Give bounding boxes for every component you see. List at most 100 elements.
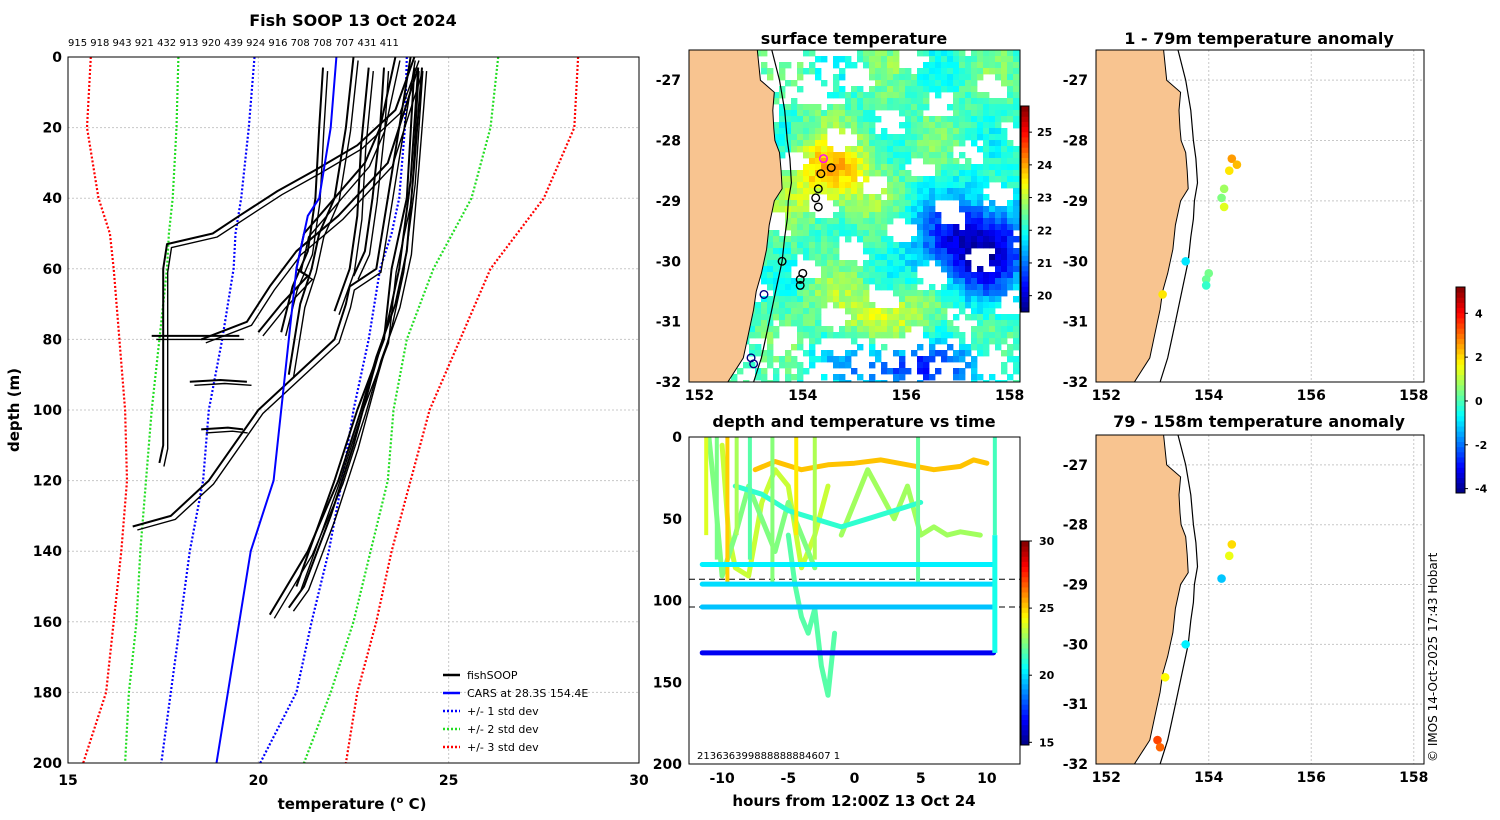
sst-cell: [875, 332, 882, 339]
sst-cell: [785, 272, 792, 279]
sst-cell: [785, 62, 792, 69]
sst-cell: [989, 278, 996, 285]
sst-cell: [971, 194, 978, 201]
sst-cell: [827, 278, 834, 285]
sst-cell: [965, 176, 972, 183]
sst-cell: [851, 164, 858, 171]
sst-cell: [971, 212, 978, 219]
sst-cell: [869, 260, 876, 267]
sst-cell: [875, 116, 882, 123]
sst-cell: [905, 260, 912, 267]
sst-cell: [935, 254, 942, 261]
sst-cell: [821, 374, 828, 381]
anomaly-point: [1217, 193, 1226, 203]
sst-cell: [983, 332, 990, 339]
sst-cell: [989, 212, 996, 219]
colorbar-segment: [1456, 364, 1465, 370]
sst-cell: [863, 218, 870, 225]
anomaly-point: [1158, 290, 1167, 299]
sst-cell: [971, 272, 978, 279]
sst-cell: [857, 212, 864, 219]
colorbar-tick-label: -4: [1475, 483, 1488, 496]
colorbar-segment: [1456, 426, 1465, 432]
sst-cell: [941, 116, 948, 123]
sst-cell: [809, 338, 816, 345]
sst-cell: [971, 362, 978, 369]
sst-cell: [887, 266, 894, 273]
sst-cell: [1001, 314, 1008, 321]
sst-cell: [863, 158, 870, 165]
colorbar-segment: [1021, 111, 1029, 117]
sst-cell: [839, 110, 846, 117]
sst-cell: [785, 188, 792, 195]
sst-cell: [959, 308, 966, 315]
sst-cell: [977, 242, 984, 249]
sst-cell: [989, 50, 996, 57]
sst-cell: [887, 164, 894, 171]
sst-cell: [893, 92, 900, 99]
y-tick-label: -32: [656, 375, 681, 391]
sst-cell: [797, 194, 804, 201]
sst-cell: [1001, 320, 1008, 327]
anomaly-upper-panel: 1 - 79m temperature anomaly 152 154 156 158…: [1063, 29, 1429, 404]
sst-cell: [893, 254, 900, 261]
sst-cell: [995, 170, 1002, 177]
sst-cell: [803, 110, 810, 117]
sst-cell: [779, 200, 786, 207]
sst-cell: [821, 284, 828, 291]
sst-cell: [1013, 176, 1020, 183]
sst-cell: [869, 272, 876, 279]
sst-cell: [815, 176, 822, 183]
sst-cell: [809, 68, 816, 75]
sst-cell: [1013, 56, 1020, 63]
sst-cell: [851, 260, 858, 267]
sst-cell: [977, 98, 984, 105]
sst-cell: [851, 296, 858, 303]
sst-cell: [983, 140, 990, 147]
sst-cell: [911, 296, 918, 303]
sst-cell: [905, 134, 912, 141]
sst-cell: [1001, 218, 1008, 225]
sst-cell: [803, 254, 810, 261]
sst-cell: [905, 176, 912, 183]
station-marker: [749, 359, 759, 369]
sst-cell: [761, 356, 768, 363]
sst-cell: [893, 140, 900, 147]
sst-cell: [833, 212, 840, 219]
sst-cell: [821, 254, 828, 261]
sst-cell: [911, 350, 918, 357]
sst-cell: [995, 224, 1002, 231]
sst-cell: [935, 68, 942, 75]
sst-cell: [1013, 164, 1020, 171]
sst-cell: [839, 188, 846, 195]
sst-cell: [935, 182, 942, 189]
sst-cell: [893, 176, 900, 183]
sst-cell: [965, 92, 972, 99]
sst-cell: [977, 104, 984, 111]
sst-cell: [845, 236, 852, 243]
sst-cell: [899, 182, 906, 189]
anomaly-upper-points: [1158, 154, 1242, 299]
sst-cell: [989, 146, 996, 153]
sst-cell: [899, 356, 906, 363]
sst-cell: [995, 326, 1002, 333]
sst-cell: [863, 236, 870, 243]
sst-cell: [923, 326, 930, 333]
sst-cell: [761, 278, 768, 285]
sst-cell: [923, 182, 930, 189]
sst-cell: [761, 368, 768, 375]
sst-cell: [917, 242, 924, 249]
sst-cell: [767, 284, 774, 291]
sst-cell: [869, 314, 876, 321]
sst-cell: [899, 122, 906, 129]
sst-cell: [815, 284, 822, 291]
sst-cell: [1007, 344, 1014, 351]
sst-cell: [947, 188, 954, 195]
sst-cell: [863, 134, 870, 141]
sst-cell: [887, 308, 894, 315]
sst-cell: [959, 254, 966, 261]
anomaly-lower-title: 79 - 158m temperature anomaly: [1113, 412, 1405, 431]
sst-cell: [791, 302, 798, 309]
sst-cell: [947, 284, 954, 291]
sst-cell: [905, 140, 912, 147]
